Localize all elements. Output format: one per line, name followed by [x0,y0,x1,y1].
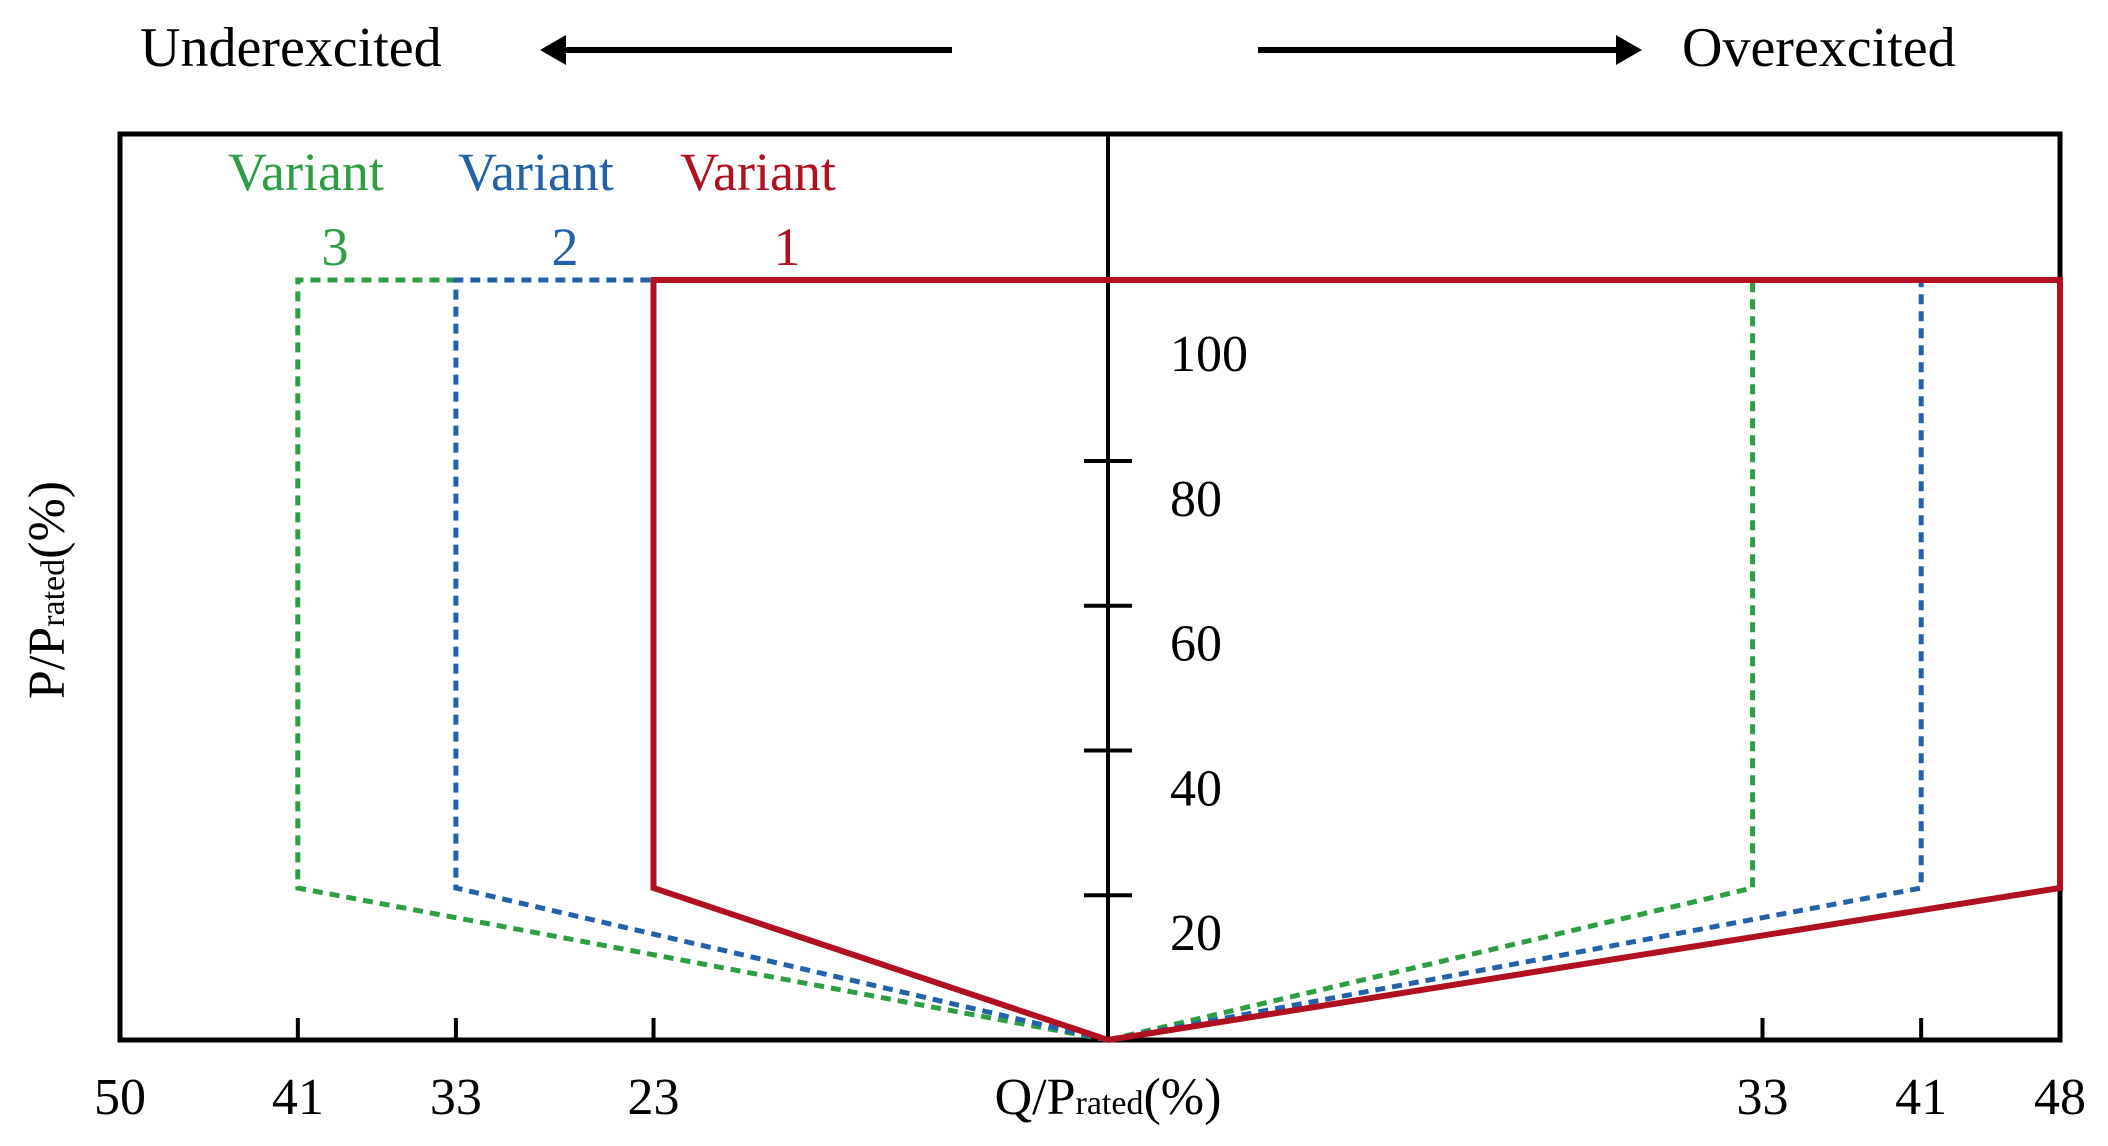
y-tick-label: 60 [1170,616,1222,673]
x-tick-label: 33 [430,1069,482,1126]
y-axis-title-main: P/P [19,627,76,699]
x-axis-title: Q/Prated(%) [995,1069,1222,1126]
y-axis-title-sub: rated [35,559,72,627]
y-axis-title: P/Prated(%) [19,481,76,699]
variant-2-label-number: 2 [552,217,579,277]
y-tick-label: 100 [1170,326,1248,383]
underexcited-arrowhead [540,35,566,65]
variant-2-line-right [1107,280,1924,1043]
x-tick-label: 41 [1895,1069,1947,1126]
y-tick-label: 40 [1170,760,1222,817]
x-tick-label: 48 [2034,1069,2086,1126]
y-tick-label: 20 [1170,905,1222,962]
tick-layer: 50 41 33 23 33 41 48 20 40 60 80 100 [94,326,2086,1126]
variant-3-line-left [295,277,1109,1043]
plot-frame [117,131,2063,1043]
variant-2-label-word: Variant [458,142,614,202]
variant-1-label-number: 1 [774,217,801,277]
x-tick-label: 33 [1737,1069,1789,1126]
y-axis-title-suffix: (%) [19,481,76,559]
x-axis-title-main: Q/P [995,1069,1076,1126]
variant-3-label-word: Variant [228,142,384,202]
x-axis-title-suffix: (%) [1143,1069,1221,1126]
x-tick-label: 50 [94,1069,146,1126]
x-tick-label: 23 [628,1069,680,1126]
variant-3-label-number: 3 [322,217,349,277]
variant-1-label-word: Variant [680,142,836,202]
variant-2-line-left [453,277,1109,1043]
variant-1-line-left [650,277,2063,1043]
overexcited-label: Overexcited [1682,17,1956,79]
x-axis-title-sub: rated [1076,1085,1144,1122]
series-layer [295,277,2063,1043]
x-tick-label: 41 [272,1069,324,1126]
underexcited-label: Underexcited [140,17,442,79]
y-tick-label: 80 [1170,471,1222,528]
overexcited-arrowhead [1616,35,1642,65]
label-layer: Variant 3 Variant 2 Variant 1 [228,142,836,277]
